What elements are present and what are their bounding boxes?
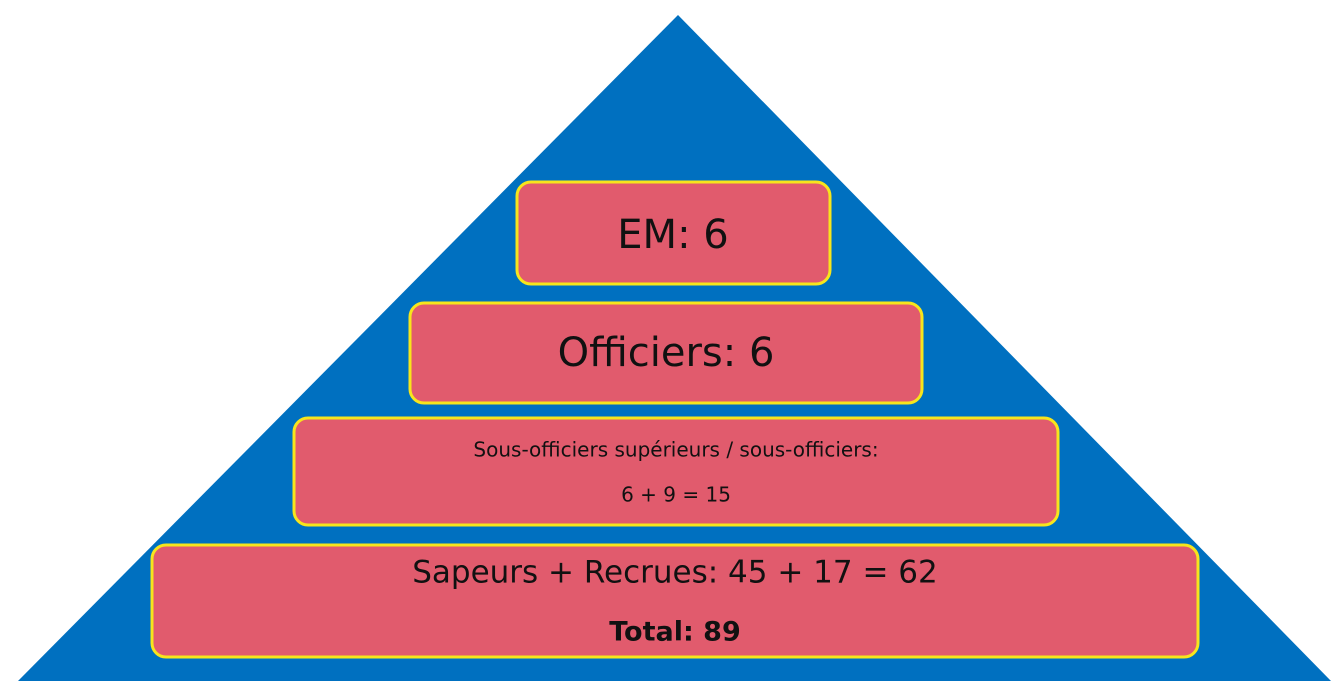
level-text: Sapeurs + Recrues: 45 + 17 = 62	[412, 555, 938, 591]
level-text: Officiers: 6	[558, 330, 775, 376]
level-box	[408, 301, 924, 405]
level-box	[292, 416, 1060, 527]
level-box	[150, 543, 1200, 659]
total-text: Total: 89	[609, 617, 741, 648]
level-text: 6 + 9 = 15	[621, 483, 731, 507]
level-box	[515, 180, 832, 286]
level-text: Sous-officiers supérieurs / sous-officie…	[473, 438, 878, 462]
level-text: EM: 6	[617, 212, 728, 258]
